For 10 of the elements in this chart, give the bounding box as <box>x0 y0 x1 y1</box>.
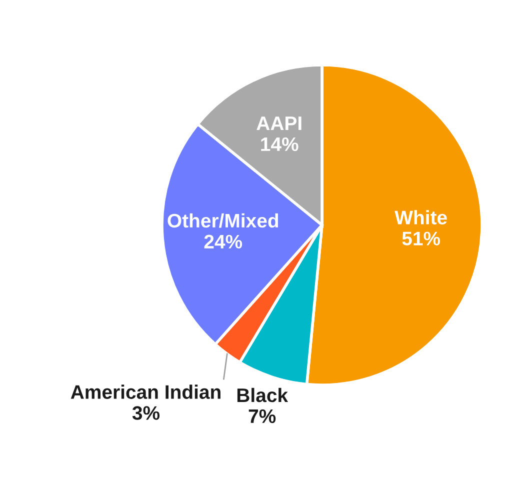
data-label: 24% <box>204 234 242 249</box>
data-label: 51% <box>402 232 440 246</box>
data-label: 14% <box>261 137 298 152</box>
slice-label: Other/Mixed <box>168 213 278 228</box>
slice-label: Black <box>237 388 288 402</box>
slice-label: American Indian <box>70 384 220 399</box>
slice-label: White <box>394 210 447 224</box>
data-label: 3% <box>132 406 160 420</box>
data-label: 7% <box>248 409 276 424</box>
slice-label: AAPI <box>256 116 302 130</box>
